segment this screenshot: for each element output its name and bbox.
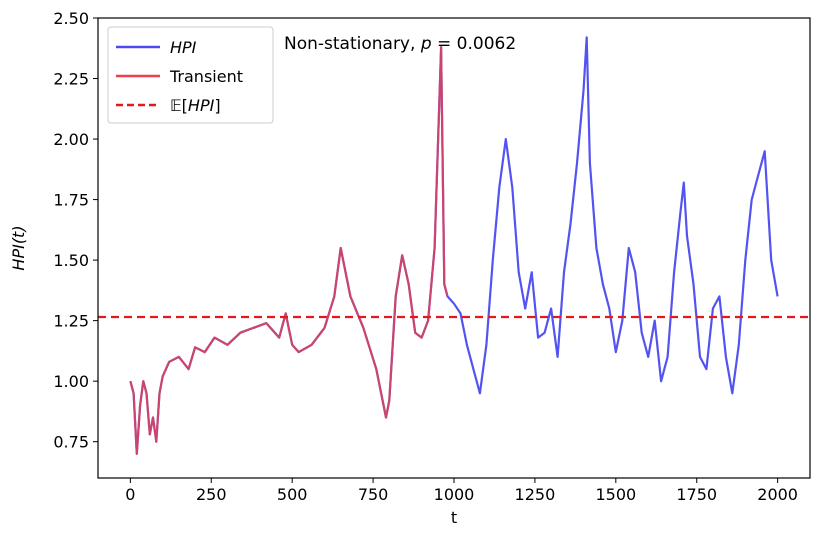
y-tick-label: 2.50 (53, 9, 89, 28)
annotation-prefix: Non-stationary, (284, 34, 421, 54)
legend: HPI Transient 𝔼[HPI] (107, 26, 274, 124)
x-tick-label: 500 (277, 485, 308, 504)
legend-label-mean: 𝔼[HPI] (170, 96, 221, 115)
series-line-transient (129, 45, 449, 455)
x-axis-label: t (451, 508, 457, 527)
x-tick-label: 1750 (676, 485, 717, 504)
x-tick-label: 1500 (595, 485, 636, 504)
y-axis-ticks: 0.75 1.00 1.25 1.50 1.75 2.00 2.25 2.50 (53, 9, 98, 452)
x-axis-ticks: 0 250 500 750 1000 1250 1500 1750 2000 (125, 478, 798, 504)
series-layer (129, 36, 779, 455)
x-tick-label: 1250 (515, 485, 556, 504)
x-tick-label: 250 (196, 485, 227, 504)
y-axis-label: HPI(t) (9, 225, 28, 270)
y-tick-label: 2.00 (53, 130, 89, 149)
mean-label-var: HPI (188, 96, 215, 115)
mean-label-post: ] (214, 96, 220, 115)
stationarity-annotation: Non-stationary, p = 0.0062 (284, 34, 516, 54)
x-tick-label: 0 (125, 485, 135, 504)
y-tick-label: 0.75 (53, 433, 89, 452)
x-tick-label: 2000 (757, 485, 798, 504)
annotation-p-value: = 0.0062 (432, 34, 517, 54)
y-tick-label: 1.75 (53, 191, 89, 210)
legend-label-hpi: HPI (170, 38, 197, 57)
legend-label-transient: Transient (169, 67, 243, 86)
y-tick-label: 1.50 (53, 251, 89, 270)
y-tick-label: 2.25 (53, 70, 89, 89)
y-tick-label: 1.00 (53, 372, 89, 391)
x-tick-label: 750 (358, 485, 389, 504)
y-tick-label: 1.25 (53, 312, 89, 331)
mean-label-pre: 𝔼[ (170, 96, 188, 115)
x-tick-label: 1000 (434, 485, 475, 504)
legend-box (107, 26, 274, 124)
annotation-p-symbol: p (420, 34, 432, 54)
